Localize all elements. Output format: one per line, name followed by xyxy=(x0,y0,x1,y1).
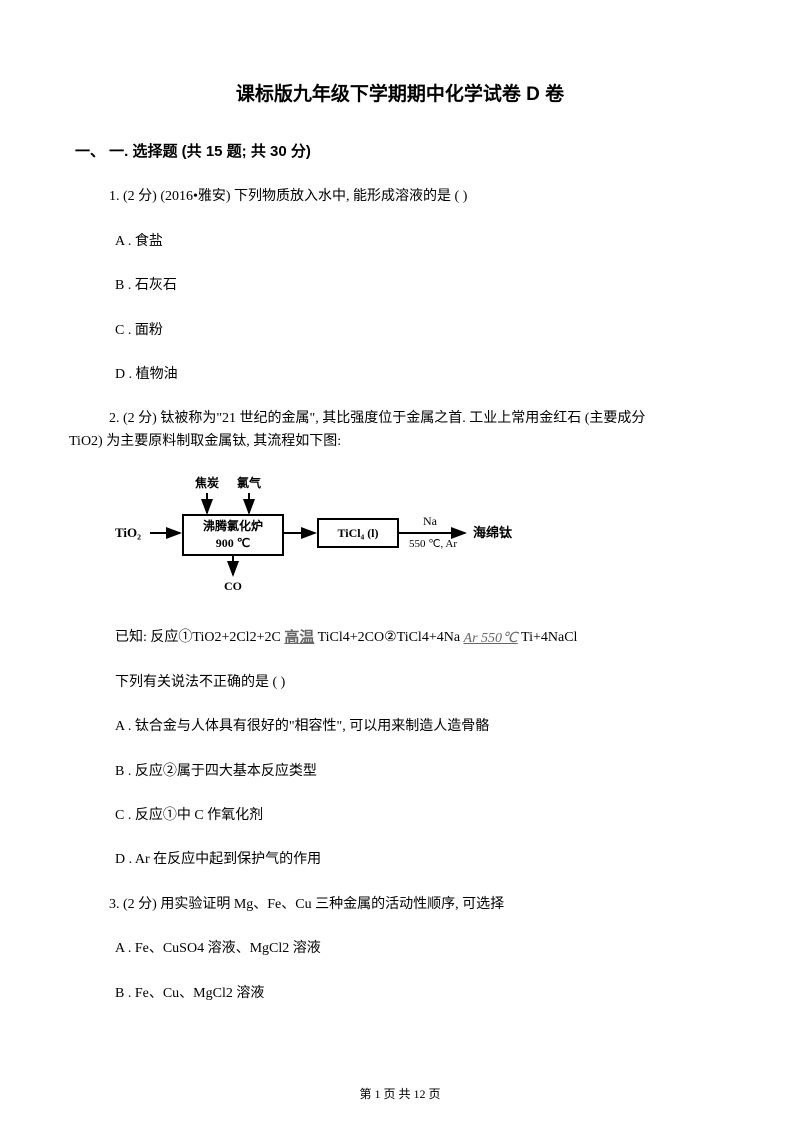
q2-known-mid: TiCl4+2CO②TiCl4+4Na xyxy=(318,630,464,645)
question-1-stem: 1. (2 分) (2016•雅安) 下列物质放入水中, 能形成溶液的是 ( ) xyxy=(75,186,725,208)
q2-known: 已知: 反应①TiO2+2Cl2+2C 高温 TiCl4+2CO②TiCl4+4… xyxy=(75,626,725,650)
q3-option-a: A . Fe、CuSO4 溶液、MgCl2 溶液 xyxy=(75,938,725,960)
q2-line2: TiO2) 为主要原料制取金属钛, 其流程如下图: xyxy=(75,431,725,453)
label-cl2: 氯气 xyxy=(237,475,261,490)
q2-line1: 2. (2 分) 钛被称为"21 世纪的金属", 其比强度位于金属之首. 工业上… xyxy=(75,408,725,430)
label-coke: 焦炭 xyxy=(194,475,219,490)
page-title: 课标版九年级下学期期中化学试卷 D 卷 xyxy=(75,80,725,110)
q2-option-c: C . 反应①中 C 作氧化剂 xyxy=(75,805,725,827)
label-temp1: 900 ℃ xyxy=(216,536,250,550)
label-tio2: TiO₂ xyxy=(115,525,141,540)
label-furnace: 沸腾氯化炉 xyxy=(203,518,263,533)
q2-option-b: B . 反应②属于四大基本反应类型 xyxy=(75,761,725,783)
q1-option-c: C . 面粉 xyxy=(75,320,725,342)
label-ticl4: TiCl₄ (l) xyxy=(337,526,378,540)
q2-known-suffix: Ti+4NaCl xyxy=(521,630,577,645)
q2-high-temp-label: 高温 xyxy=(284,626,314,650)
q3-option-b: B . Fe、Cu、MgCl2 溶液 xyxy=(75,983,725,1005)
label-na: Na xyxy=(423,514,438,528)
flow-diagram: TiO₂ 焦炭 氯气 沸腾氯化炉 900 ℃ CO TiCl₄ (l) Na 5… xyxy=(115,475,725,603)
label-temp2: 550 ℃, Ar xyxy=(409,538,457,550)
label-co: CO xyxy=(224,579,242,593)
q1-option-a: A . 食盐 xyxy=(75,231,725,253)
q2-known-prefix: 已知: 反应①TiO2+2Cl2+2C xyxy=(115,630,284,645)
section-header: 一、 一. 选择题 (共 15 题; 共 30 分) xyxy=(75,140,725,164)
q1-option-d: D . 植物油 xyxy=(75,364,725,386)
page-footer: 第 1 页 共 12 页 xyxy=(0,1085,800,1104)
q1-option-b: B . 石灰石 xyxy=(75,275,725,297)
q2-condition-label: Ar 550℃ xyxy=(464,628,518,650)
q2-option-a: A . 钛合金与人体具有很好的"相容性", 可以用来制造人造骨骼 xyxy=(75,716,725,738)
q2-subquestion: 下列有关说法不正确的是 ( ) xyxy=(75,672,725,694)
q2-option-d: D . Ar 在反应中起到保护气的作用 xyxy=(75,849,725,871)
question-3-stem: 3. (2 分) 用实验证明 Mg、Fe、Cu 三种金属的活动性顺序, 可选择 xyxy=(75,894,725,916)
label-sponge-ti: 海绵钛 xyxy=(473,525,513,540)
question-2: 2. (2 分) 钛被称为"21 世纪的金属", 其比强度位于金属之首. 工业上… xyxy=(75,408,725,453)
process-flow-svg: TiO₂ 焦炭 氯气 沸腾氯化炉 900 ℃ CO TiCl₄ (l) Na 5… xyxy=(115,475,535,595)
